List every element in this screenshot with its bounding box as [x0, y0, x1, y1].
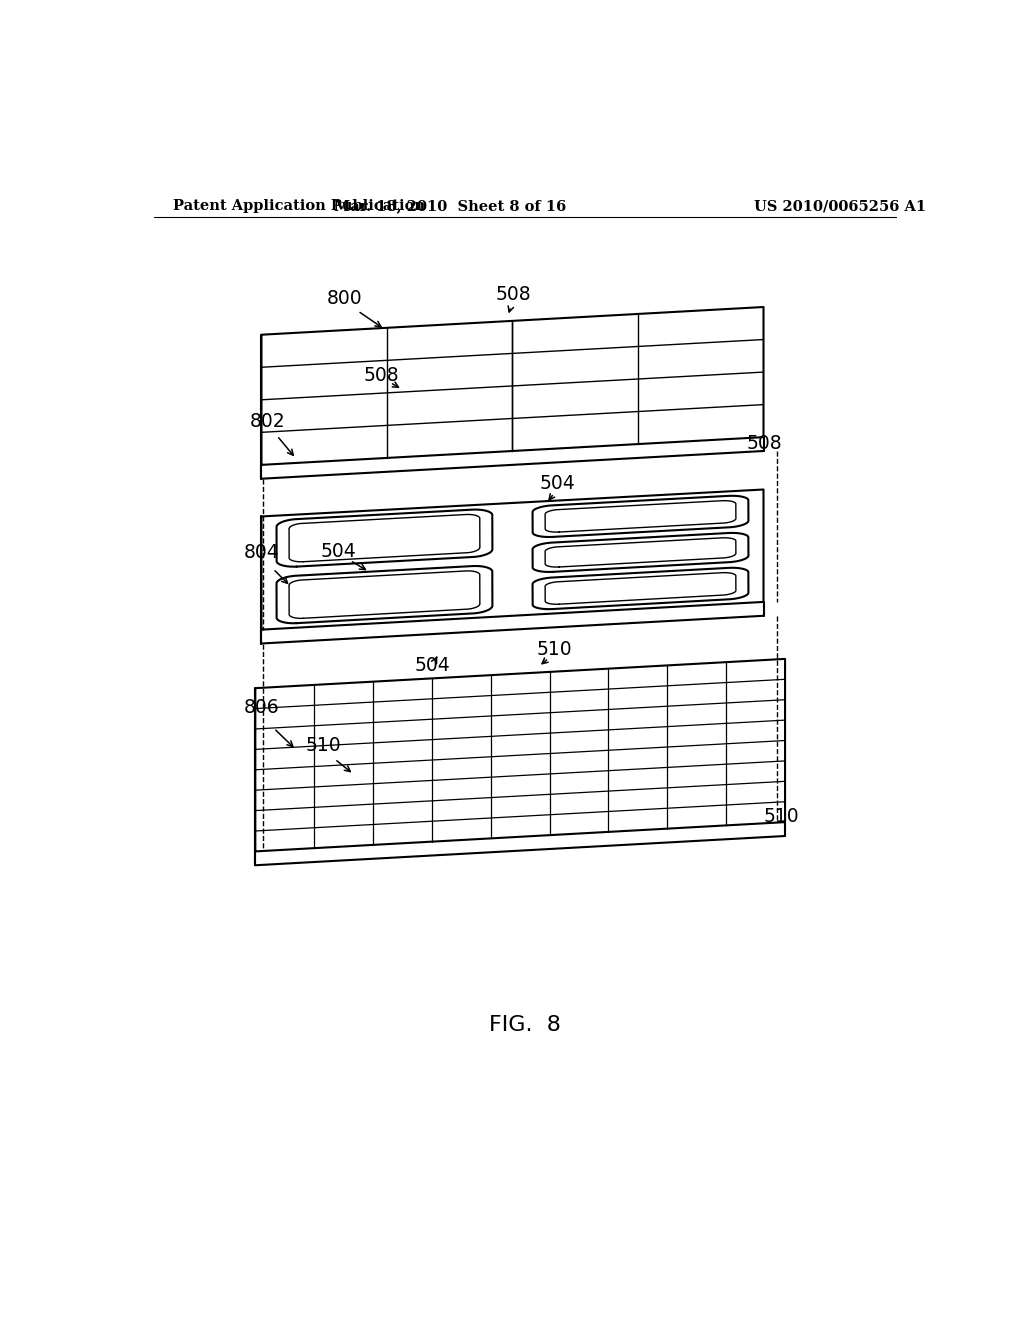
Text: 504: 504	[415, 656, 451, 675]
Text: 508: 508	[496, 285, 531, 304]
Text: FIG.  8: FIG. 8	[488, 1015, 561, 1035]
Text: 804: 804	[244, 543, 280, 562]
Text: 508: 508	[746, 434, 782, 453]
Text: 504: 504	[540, 474, 575, 492]
Text: Mar. 18, 2010  Sheet 8 of 16: Mar. 18, 2010 Sheet 8 of 16	[334, 199, 566, 213]
Text: 510: 510	[764, 808, 799, 826]
Text: 806: 806	[244, 698, 280, 717]
Polygon shape	[261, 308, 764, 465]
Text: 510: 510	[537, 640, 571, 659]
Text: 800: 800	[327, 289, 362, 308]
Text: 508: 508	[364, 366, 399, 385]
Polygon shape	[261, 490, 764, 630]
Text: 802: 802	[250, 412, 286, 432]
Text: Patent Application Publication: Patent Application Publication	[173, 199, 425, 213]
Text: 504: 504	[321, 541, 356, 561]
Polygon shape	[255, 659, 785, 851]
Text: 510: 510	[305, 735, 341, 755]
Text: US 2010/0065256 A1: US 2010/0065256 A1	[755, 199, 927, 213]
